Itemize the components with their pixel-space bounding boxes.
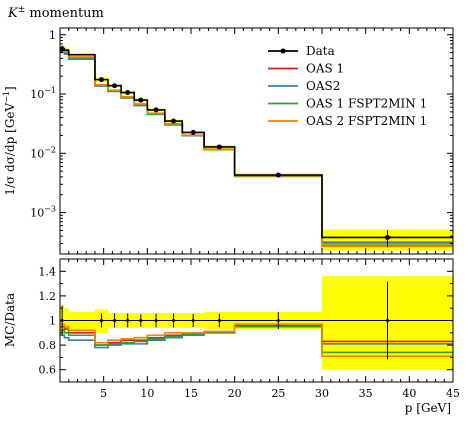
title-base: K <box>7 6 19 21</box>
ratio-y-axis-label: MC/Data <box>3 293 17 347</box>
ratio-data-point <box>191 319 195 322</box>
chart-title: K± momentum <box>7 5 104 21</box>
title-superscript: ± <box>18 5 26 15</box>
main-frame <box>59 27 454 255</box>
tick-base: 10 <box>30 147 44 160</box>
ratio-data-point <box>113 319 117 322</box>
x-tick-label: 15 <box>184 387 198 400</box>
legend-label: OAS 1 <box>306 62 344 76</box>
main-y-label-superscript: −1 <box>2 91 11 103</box>
x-tick-label: 5 <box>100 387 107 400</box>
data-point <box>138 97 144 103</box>
x-tick-label: 10 <box>140 387 154 400</box>
ratio-y-tick-label: 0.8 <box>39 339 57 352</box>
ratio-data-point <box>386 319 389 322</box>
data-point <box>153 107 159 113</box>
x-tick-label: 40 <box>402 387 416 400</box>
x-tick-label: 20 <box>228 387 242 400</box>
tick-base: 1 <box>49 29 56 42</box>
legend: Data OAS 1 OAS2 OAS 1 FSPT2MIN 1 OAS 2 FSPT2… <box>268 44 427 128</box>
title-rest: momentum <box>25 6 104 21</box>
ratio-data-point <box>126 319 130 322</box>
main-series-line <box>60 49 453 244</box>
ratio-x-ticks: 5 10 15 20 25 30 35 40 45 <box>59 259 460 400</box>
ratio-data-point <box>172 319 176 322</box>
main-series-line <box>60 51 453 244</box>
data-point <box>216 144 222 150</box>
ratio-data-point <box>276 319 280 322</box>
ratio-series-line <box>60 323 453 357</box>
ratio-panel: 0.60.811.21.4 5 10 15 20 25 30 35 40 45 MC/Data … <box>3 258 460 415</box>
main-data-points <box>59 45 390 248</box>
ratio-series-group <box>60 281 453 360</box>
x-tick-label: 25 <box>271 387 285 400</box>
x-tick-label: 35 <box>359 387 373 400</box>
legend-label: Data <box>306 44 335 58</box>
x-tick-label: 30 <box>315 387 329 400</box>
x-tick-label: 45 <box>446 387 460 400</box>
main-y-label-base: 1/σ dσ/dp [GeV <box>3 103 17 196</box>
tick-base: 10 <box>30 207 44 220</box>
ratio-band-bin <box>68 311 95 331</box>
ratio-y-ticks: 0.6 0.8 1 1.2 1.4 <box>39 258 453 383</box>
data-point <box>112 83 118 89</box>
legend-label: OAS 2 FSPT2MIN 1 <box>306 114 427 128</box>
ratio-data-point <box>99 319 103 322</box>
main-y-ticks: 10−310−210−11 <box>30 29 453 255</box>
main-y-axis-label: 1/σ dσ/dp [GeV−1] <box>2 86 17 195</box>
legend-data-marker <box>280 48 286 54</box>
data-point <box>98 77 104 83</box>
tick-base: 10 <box>30 88 44 101</box>
main-series-group <box>60 47 453 248</box>
main-y-tick-label: 10−1 <box>30 86 56 101</box>
main-y-tick-label: 10−2 <box>30 145 56 160</box>
legend-label: OAS2 <box>306 79 340 93</box>
x-axis-label: p [GeV] <box>405 401 451 415</box>
main-x-ticks <box>59 28 454 254</box>
data-point <box>125 90 131 96</box>
tick-exponent: −1 <box>44 86 56 95</box>
ratio-series-line <box>60 325 453 354</box>
main-y-tick-label: 10−3 <box>30 205 56 220</box>
ratio-data-point <box>139 319 143 322</box>
main-data-line <box>60 47 453 239</box>
main-y-tick-label: 1 <box>49 29 56 42</box>
legend-label: OAS 1 FSPT2MIN 1 <box>306 97 427 111</box>
ratio-y-tick-label: 0.6 <box>39 364 57 377</box>
ratio-y-tick-label: 1.2 <box>39 290 57 303</box>
ratio-data-point <box>217 319 221 322</box>
tick-exponent: −3 <box>44 205 56 214</box>
data-point <box>190 129 196 135</box>
tick-exponent: −2 <box>44 145 56 154</box>
main-panel: 10−310−210−11 1/σ dσ/dp [GeV−1] <box>2 27 454 255</box>
ratio-y-tick-label: 1.4 <box>39 265 57 278</box>
data-point <box>385 234 390 240</box>
data-point <box>171 118 177 124</box>
main-series-line <box>60 50 453 247</box>
ratio-y-tick-label: 1 <box>49 315 56 328</box>
main-y-label-rest: ] <box>3 86 17 91</box>
main-uncertainty-band <box>60 45 453 251</box>
data-point <box>275 172 281 178</box>
ratio-data-point <box>154 319 158 322</box>
main-series-line <box>60 48 453 248</box>
